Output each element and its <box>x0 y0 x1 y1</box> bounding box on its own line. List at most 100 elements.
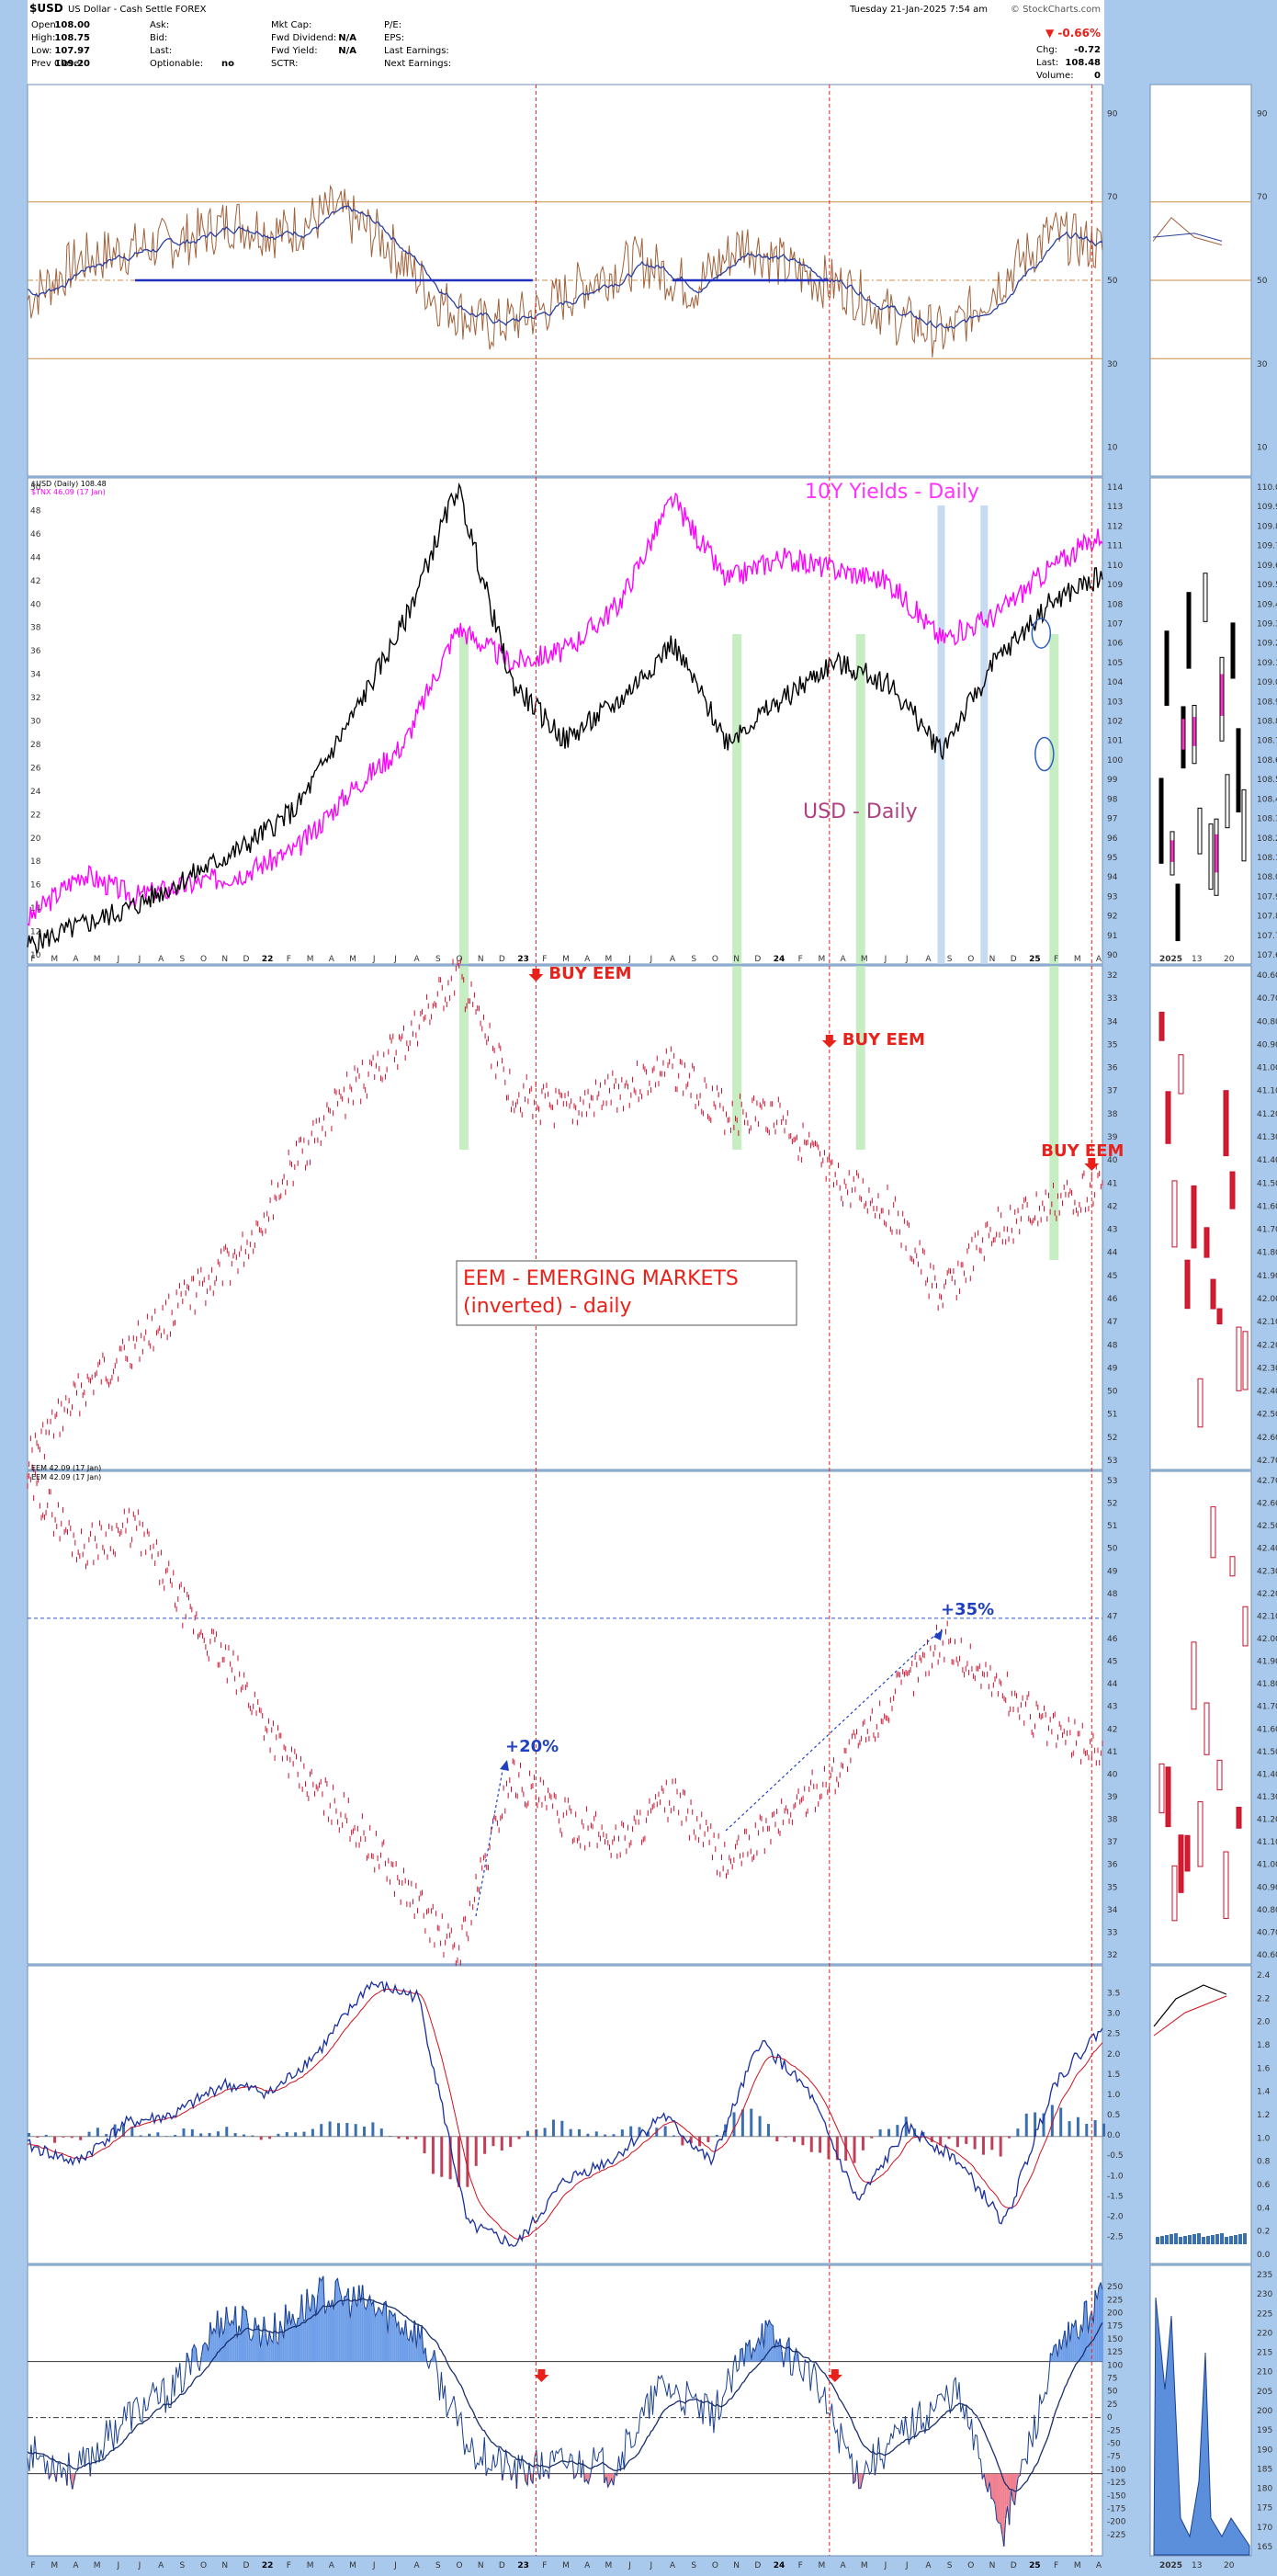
macd-histogram-bar <box>638 2127 641 2137</box>
tnx-tick: 34 <box>30 671 41 680</box>
eem-inv-tick: 43 <box>1107 1226 1117 1235</box>
circle-marker <box>1034 736 1055 772</box>
x-axis-month: F <box>798 955 803 964</box>
x-axis-month: O <box>456 955 462 964</box>
macd-histogram-bar <box>190 2128 194 2137</box>
macd-histogram-bar <box>113 2124 117 2137</box>
macd-mini-hist <box>1192 2234 1196 2244</box>
eem-inv-mini-tick: 42.60 <box>1257 1434 1277 1443</box>
macd-histogram-bar <box>70 2136 73 2139</box>
eem-inv-mini-tick: 42.00 <box>1257 1295 1277 1304</box>
macd-histogram-bar <box>1085 2123 1089 2137</box>
x-axis-month: A <box>841 955 847 964</box>
eem-mini-tick: 41.50 <box>1257 1748 1277 1757</box>
x-axis-month: 24 <box>774 2561 785 2570</box>
eem-tick: 42 <box>1107 1725 1117 1734</box>
usd-mini-candle <box>1175 883 1181 942</box>
x-axis-month: S <box>180 955 186 964</box>
usd-tick: 107 <box>1107 619 1123 629</box>
x-axis-month: J <box>884 2561 887 2570</box>
symbol-name: US Dollar - Cash Settle FOREX <box>68 5 207 15</box>
cci-mini-area <box>1153 2297 1250 2556</box>
usd-mini-tick: 108.60 <box>1257 756 1277 766</box>
cci-tick: 175 <box>1107 2322 1123 2332</box>
tnx-mini-bar <box>1181 719 1185 750</box>
macd-histogram-bar <box>844 2136 848 2162</box>
eem-inv-tick: 45 <box>1107 1272 1117 1281</box>
macd-mini-hist <box>1238 2234 1242 2244</box>
usd-tick: 109 <box>1107 581 1123 590</box>
x-axis-month: F <box>30 955 35 964</box>
macd-histogram-bar <box>87 2131 91 2137</box>
usd-tick: 97 <box>1107 815 1117 824</box>
eem-mini-candle <box>1242 1606 1249 1647</box>
usd-tick: 114 <box>1107 483 1123 493</box>
macd-histogram-bar <box>887 2128 890 2137</box>
rsi-mini-tick: 70 <box>1257 193 1268 202</box>
green-band <box>459 634 469 964</box>
chart-overlays: $USD (Daily) 108.48$TNX 46.09 (17 Jan) 10… <box>31 85 1124 2556</box>
macd-histogram-bar <box>1042 2113 1045 2137</box>
macd-tick: 2.5 <box>1107 2030 1120 2039</box>
usd-mini-tick: 109.70 <box>1257 542 1277 551</box>
eem-inv-mini-tick: 42.20 <box>1257 1341 1277 1350</box>
macd-histogram-bar <box>612 2134 616 2137</box>
x-axis-month: A <box>329 2561 335 2570</box>
macd-histogram-bar <box>973 2136 977 2150</box>
macd-histogram-bar <box>233 2133 237 2137</box>
tnx-mini-bar <box>1170 840 1174 862</box>
eem-mini-tick: 40.60 <box>1257 1951 1277 1960</box>
eem-inv-mini-candle <box>1171 1180 1178 1248</box>
macd-histogram-bar <box>53 2136 57 2143</box>
eem-inv-mini-candle <box>1197 1378 1204 1428</box>
cci-mini-tick: 210 <box>1257 2368 1272 2377</box>
chart-marks <box>27 184 1251 2556</box>
x-axis-month: J <box>649 2561 652 2570</box>
eem-inv-mini-tick: 41.30 <box>1257 1133 1277 1142</box>
quote-key: Ask: <box>150 20 169 30</box>
eem-box-line1: EEM - EMERGING MARKETS <box>463 1267 739 1290</box>
x-axis-month: M <box>605 955 613 964</box>
x-axis-month: M <box>51 955 58 964</box>
x-axis-month: D <box>499 955 505 964</box>
x-axis-mini: 13 <box>1192 2561 1202 2570</box>
green-band <box>732 966 742 1150</box>
macd-histogram-bar <box>500 2136 503 2151</box>
cci-mini-tick: 205 <box>1257 2388 1272 2397</box>
x-axis-month: F <box>1054 955 1058 964</box>
x-axis-month: O <box>712 2561 718 2570</box>
macd-histogram-bar <box>629 2126 633 2137</box>
green-band <box>1049 966 1059 1260</box>
cci-tick: 75 <box>1107 2374 1117 2383</box>
macd-histogram-bar <box>870 2136 874 2139</box>
macd-mini-hist <box>1197 2233 1201 2244</box>
macd-mini-tick: 2.2 <box>1257 1994 1270 2003</box>
quote-key: Last Earnings: <box>384 46 449 56</box>
usd-mini-candle <box>1230 622 1236 679</box>
eem-mini-tick: 42.30 <box>1257 1567 1277 1576</box>
x-axis-month: J <box>116 2561 119 2570</box>
x-axis-month: O <box>456 2561 462 2570</box>
macd-histogram-bar <box>551 2119 555 2137</box>
macd-histogram-bar <box>199 2133 203 2137</box>
eem-tick: 38 <box>1107 1816 1118 1825</box>
usd-mini-tick: 108.50 <box>1257 776 1277 785</box>
x-axis-month: N <box>733 955 740 964</box>
cci-tick: -175 <box>1107 2505 1125 2514</box>
macd-tick: -1.0 <box>1107 2172 1124 2181</box>
eem-tick: 44 <box>1107 1680 1118 1689</box>
eem-inv-tick: 41 <box>1107 1179 1117 1188</box>
cci-tick: -25 <box>1107 2426 1121 2435</box>
macd-histogram-bar <box>1016 2128 1020 2137</box>
macd-histogram-bar <box>148 2133 152 2137</box>
usd-mini-tick: 108.40 <box>1257 795 1277 804</box>
eem-inv-tick: 48 <box>1107 1341 1118 1350</box>
eem-mini-candle <box>1197 1800 1204 1867</box>
cci-tick: 150 <box>1107 2335 1123 2344</box>
x-axis-month: J <box>116 955 119 964</box>
macd-histogram-bar <box>379 2128 383 2137</box>
eem-tick: 52 <box>1107 1500 1117 1509</box>
quote-key: Mkt Cap: <box>271 20 311 30</box>
macd-mini-hist <box>1234 2235 1237 2244</box>
macd-histogram-bar <box>423 2136 426 2154</box>
